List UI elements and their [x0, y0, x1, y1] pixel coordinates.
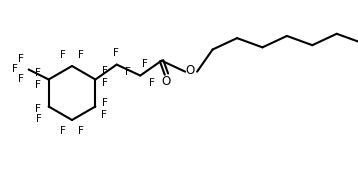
Text: F: F	[35, 68, 40, 78]
Text: F: F	[102, 78, 108, 87]
Text: O: O	[162, 75, 171, 88]
Text: F: F	[78, 126, 84, 136]
Text: F: F	[101, 111, 107, 120]
Text: F: F	[102, 98, 108, 108]
Text: F: F	[102, 65, 108, 75]
Text: F: F	[12, 63, 18, 74]
Text: F: F	[18, 74, 24, 84]
Text: F: F	[78, 50, 84, 60]
Text: F: F	[35, 104, 40, 114]
Text: F: F	[60, 50, 66, 60]
Text: F: F	[36, 114, 42, 124]
Text: F: F	[142, 58, 148, 69]
Text: F: F	[18, 53, 24, 63]
Text: F: F	[35, 80, 40, 90]
Text: O: O	[185, 64, 195, 77]
Text: F: F	[113, 48, 118, 58]
Text: F: F	[60, 126, 66, 136]
Text: F: F	[149, 78, 155, 88]
Text: F: F	[125, 67, 131, 77]
